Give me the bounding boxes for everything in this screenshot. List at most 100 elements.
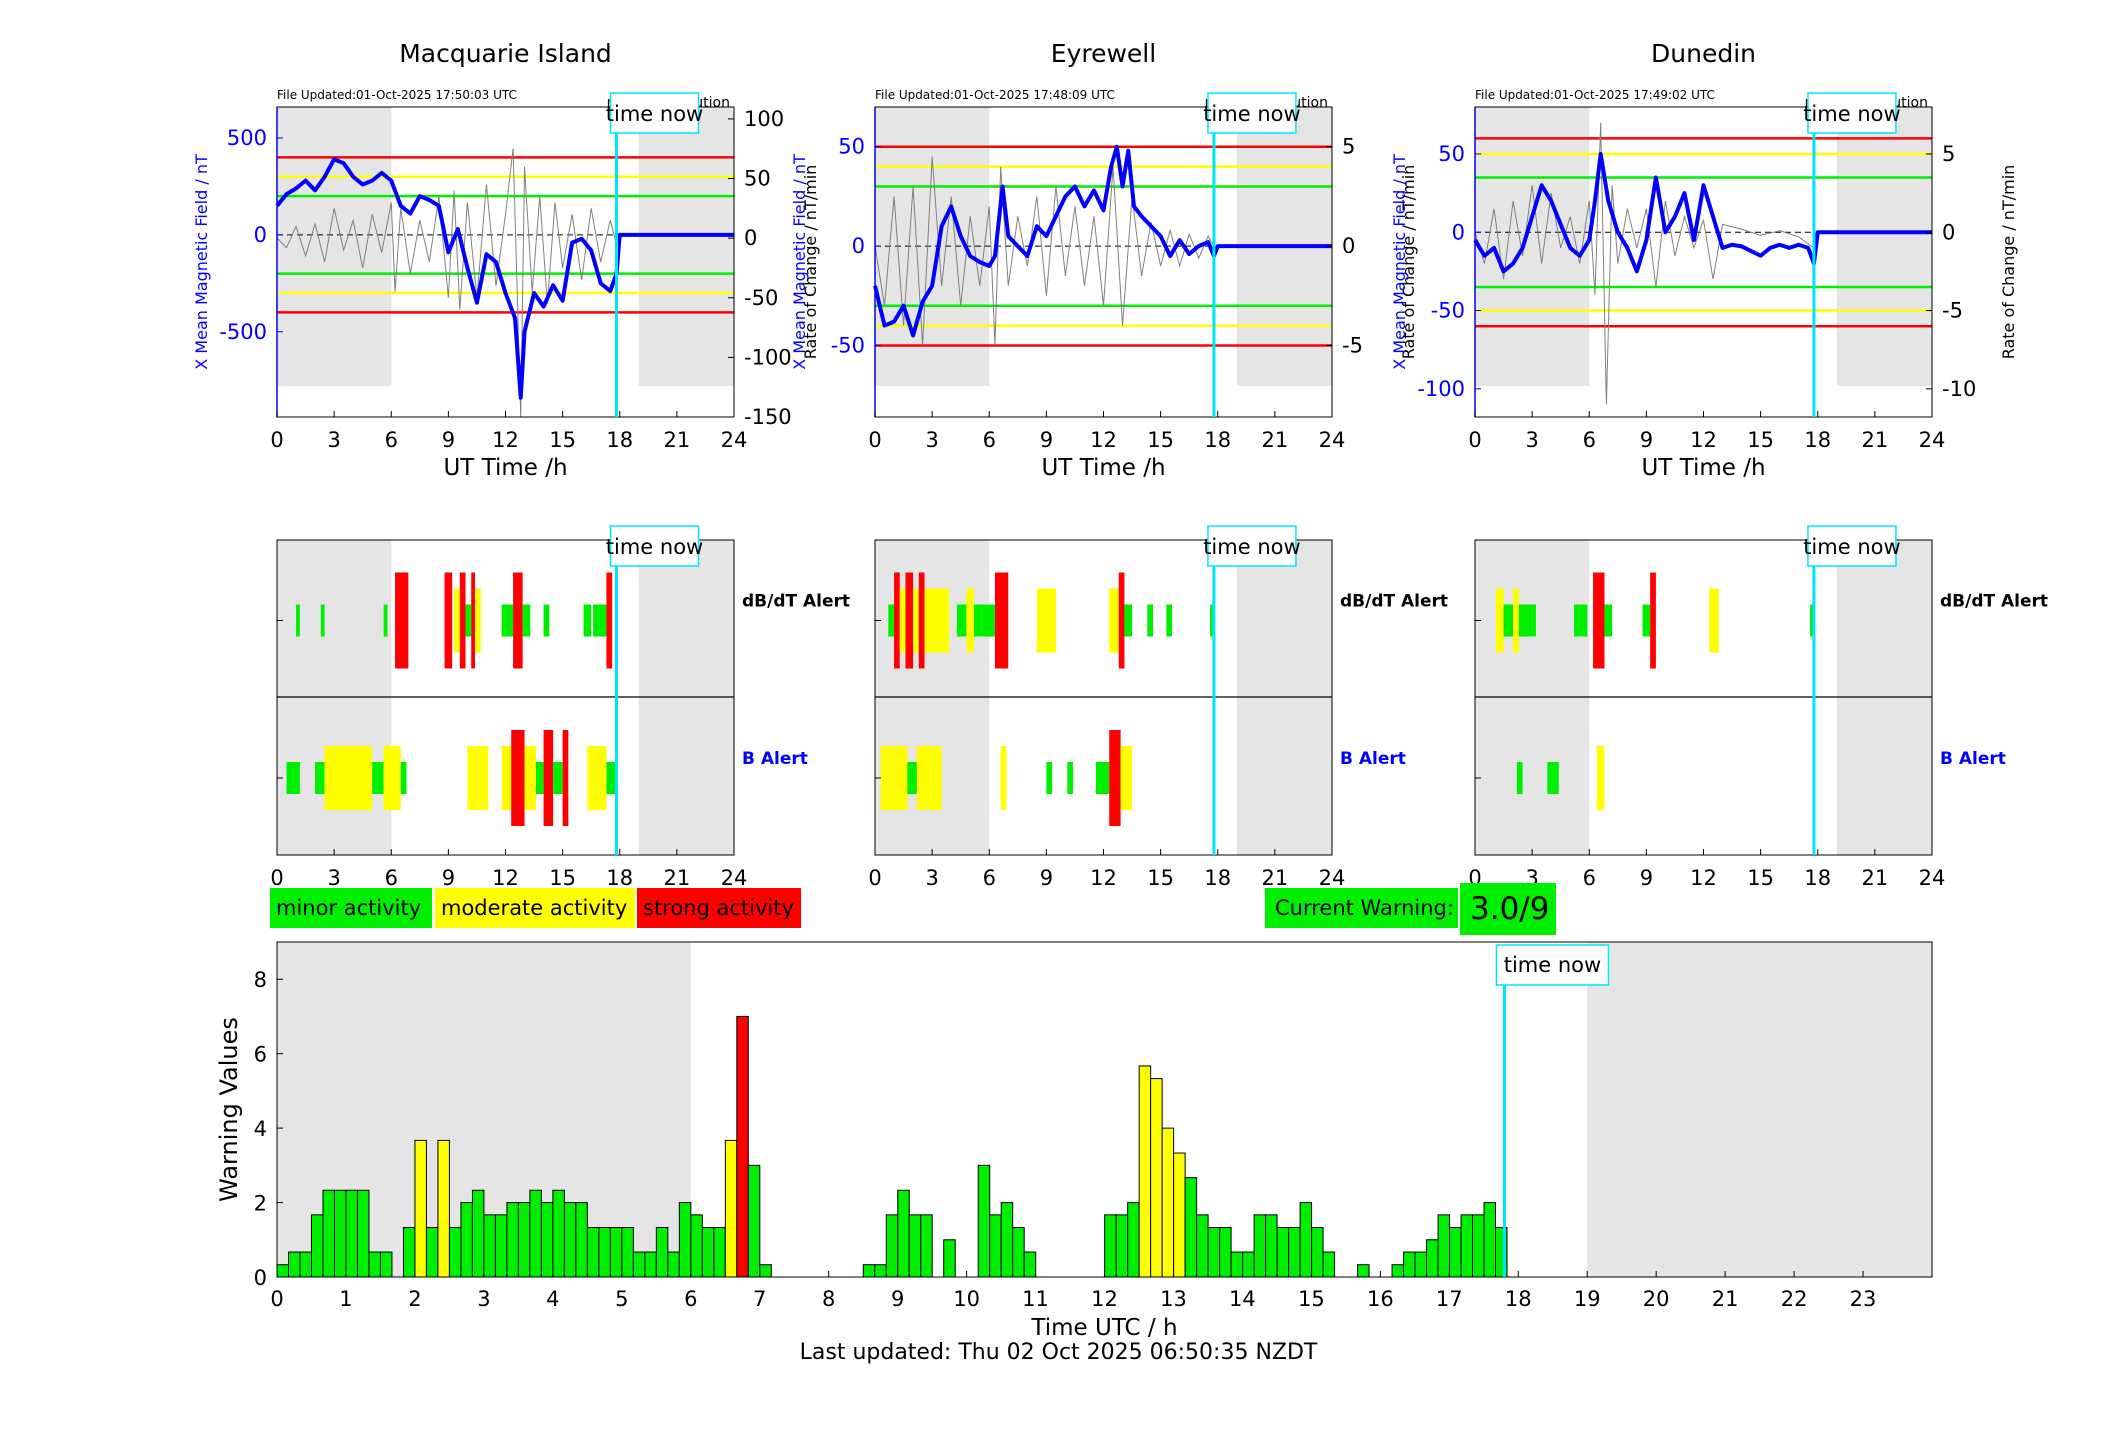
dune_alert-xtick-label: 12 (1690, 866, 1717, 890)
eyre-xtick-label: 12 (1090, 428, 1117, 452)
eyre_alert-alert-bar (1095, 762, 1110, 794)
warning-bar (425, 1226, 439, 1278)
macq-shaded-region-1 (638, 107, 734, 386)
warning-bar (885, 1214, 899, 1278)
warning-bar (333, 1189, 347, 1278)
macq_alert-alert-bar (513, 572, 523, 669)
warning-bar (483, 1214, 496, 1278)
warning-bar (713, 1226, 726, 1278)
warning-xtick-label: 15 (1298, 1287, 1325, 1311)
eyre_alert-alert-bar (899, 588, 906, 653)
warning-bar (1230, 1251, 1244, 1278)
warning-xtick-label: 21 (1712, 1287, 1739, 1311)
warning-bar (1161, 1127, 1175, 1278)
dune-ylabel-right: Rate of Change / nT/min (1999, 165, 2018, 360)
dune-time-now-box (1807, 92, 1897, 134)
macq_alert-alert-bar (400, 762, 407, 794)
eyre-ytick-left-label: 0 (852, 234, 865, 258)
eyre_alert-xtick-label: 21 (1262, 866, 1289, 890)
warning-bar (1311, 1226, 1324, 1278)
warning-shaded-region-1 (1587, 942, 1932, 1277)
macq_alert-alert-bar (286, 762, 300, 794)
eyre-time-now-box (1207, 92, 1297, 134)
macq_alert-alert-bar (383, 604, 388, 637)
macq-time-now-box (609, 92, 700, 134)
warning-ytick-label: 4 (254, 1117, 267, 1141)
legend-strong-label: strong activity (643, 896, 794, 920)
dune_alert-alert-bar (1547, 762, 1559, 794)
macq-ytick-right-label: -50 (744, 286, 778, 310)
macq-shaded-region-0 (277, 107, 392, 386)
dune-xtick-label: 6 (1583, 428, 1596, 452)
macq_alert-alert-bar (471, 572, 476, 669)
dune-ylabel-left: X Mean Magnetic Field / nT (1390, 154, 1409, 370)
dune_alert-xtick-label: 6 (1583, 866, 1596, 890)
warning-bar (276, 1264, 289, 1278)
eyre_alert-alert-bar (1067, 762, 1074, 794)
macq_alert-alert-bar (395, 572, 409, 669)
warning-xtick-label: 7 (753, 1287, 766, 1311)
eyre_alert-alert-bar (1120, 746, 1133, 810)
warning-xtick-label: 22 (1781, 1287, 1808, 1311)
current-warning-value: 3.0/9 (1470, 891, 1550, 927)
eyre-panel: Eyrewell File Updated:01-Oct-2025 17:48:0… (790, 39, 1418, 481)
eyre_alert-xtick-label: 9 (1040, 866, 1053, 890)
macq-ytick-left-label: 0 (254, 223, 267, 247)
warning-bar (609, 1226, 623, 1278)
eyre_alert-panel: dB/dT Alert B Alert 0 3 6 9 12 15 18 21 24 (868, 539, 1448, 890)
macq-xtick-label: 6 (385, 428, 398, 452)
warning-bar (379, 1251, 393, 1278)
dune_alert-alert-bar (1593, 572, 1605, 669)
macq_alert-alert-bar (465, 604, 472, 637)
dune-ytick-right-label: -5 (1942, 299, 1963, 323)
macq_alert-time-now-box (609, 525, 700, 567)
warning-bar (471, 1189, 485, 1278)
warning-bar (322, 1189, 335, 1278)
warning-bar (1414, 1251, 1428, 1278)
dune_alert-xtick-label: 15 (1747, 866, 1774, 890)
macq-xlabel: UT Time /h (443, 455, 567, 481)
dune_alert-alert-bar (1650, 572, 1656, 669)
dune_alert-alert-bar (1516, 762, 1523, 794)
warning-bar (1437, 1214, 1451, 1278)
macq_alert-xtick-label: 0 (270, 866, 283, 890)
current-warning-value-box: 3.0/9 (1460, 883, 1556, 935)
eyre_alert-alert-bar (888, 604, 895, 637)
warning-bar (690, 1214, 703, 1278)
warning-xtick-label: 18 (1505, 1287, 1532, 1311)
warning-ytick-label: 8 (254, 968, 267, 992)
warning-bar (908, 1214, 922, 1278)
warning-bar (897, 1189, 910, 1278)
warning-bar (1426, 1239, 1439, 1278)
eyre-xtick-label: 3 (925, 428, 938, 452)
warning-bar (1173, 1152, 1186, 1278)
dune_alert-row-label: B Alert (1940, 749, 2006, 769)
warning-bar (310, 1214, 324, 1278)
eyre-xtick-label: 18 (1204, 428, 1231, 452)
macq_alert-alert-bar (535, 762, 544, 794)
dune_alert-alert-bar (1513, 588, 1519, 653)
macq-ytick-right-label: 100 (744, 107, 784, 131)
macq_alert-alert-bar (324, 746, 373, 810)
macq_alert-alert-bar (501, 746, 512, 810)
warning-bar (1391, 1264, 1405, 1278)
macq_alert-alert-bar (467, 746, 489, 810)
warning-bar (529, 1189, 542, 1278)
dune_alert-alert-bar (1518, 604, 1533, 637)
warning-bar (1150, 1078, 1163, 1278)
macq_alert-alert-bar (315, 762, 325, 794)
eyre_alert-alert-bar (1109, 588, 1119, 653)
macq-xtick-label: 3 (327, 428, 340, 452)
eyre-xtick-label: 24 (1319, 428, 1346, 452)
macq-xtick-label: 12 (492, 428, 519, 452)
eyre-title: Eyrewell (1051, 39, 1156, 68)
warning-xlabel: Time UTC / h (1030, 1315, 1177, 1341)
warning-bar (437, 1139, 450, 1278)
dune-xtick-label: 24 (1919, 428, 1946, 452)
warning-bar (736, 1015, 749, 1278)
warning-xtick-label: 17 (1436, 1287, 1463, 1311)
dune-ytick-left-label: 0 (1452, 220, 1465, 244)
last-updated: Last updated: Thu 02 Oct 2025 06:50:35 N… (799, 1340, 1318, 1365)
warning-bar (1403, 1251, 1416, 1278)
